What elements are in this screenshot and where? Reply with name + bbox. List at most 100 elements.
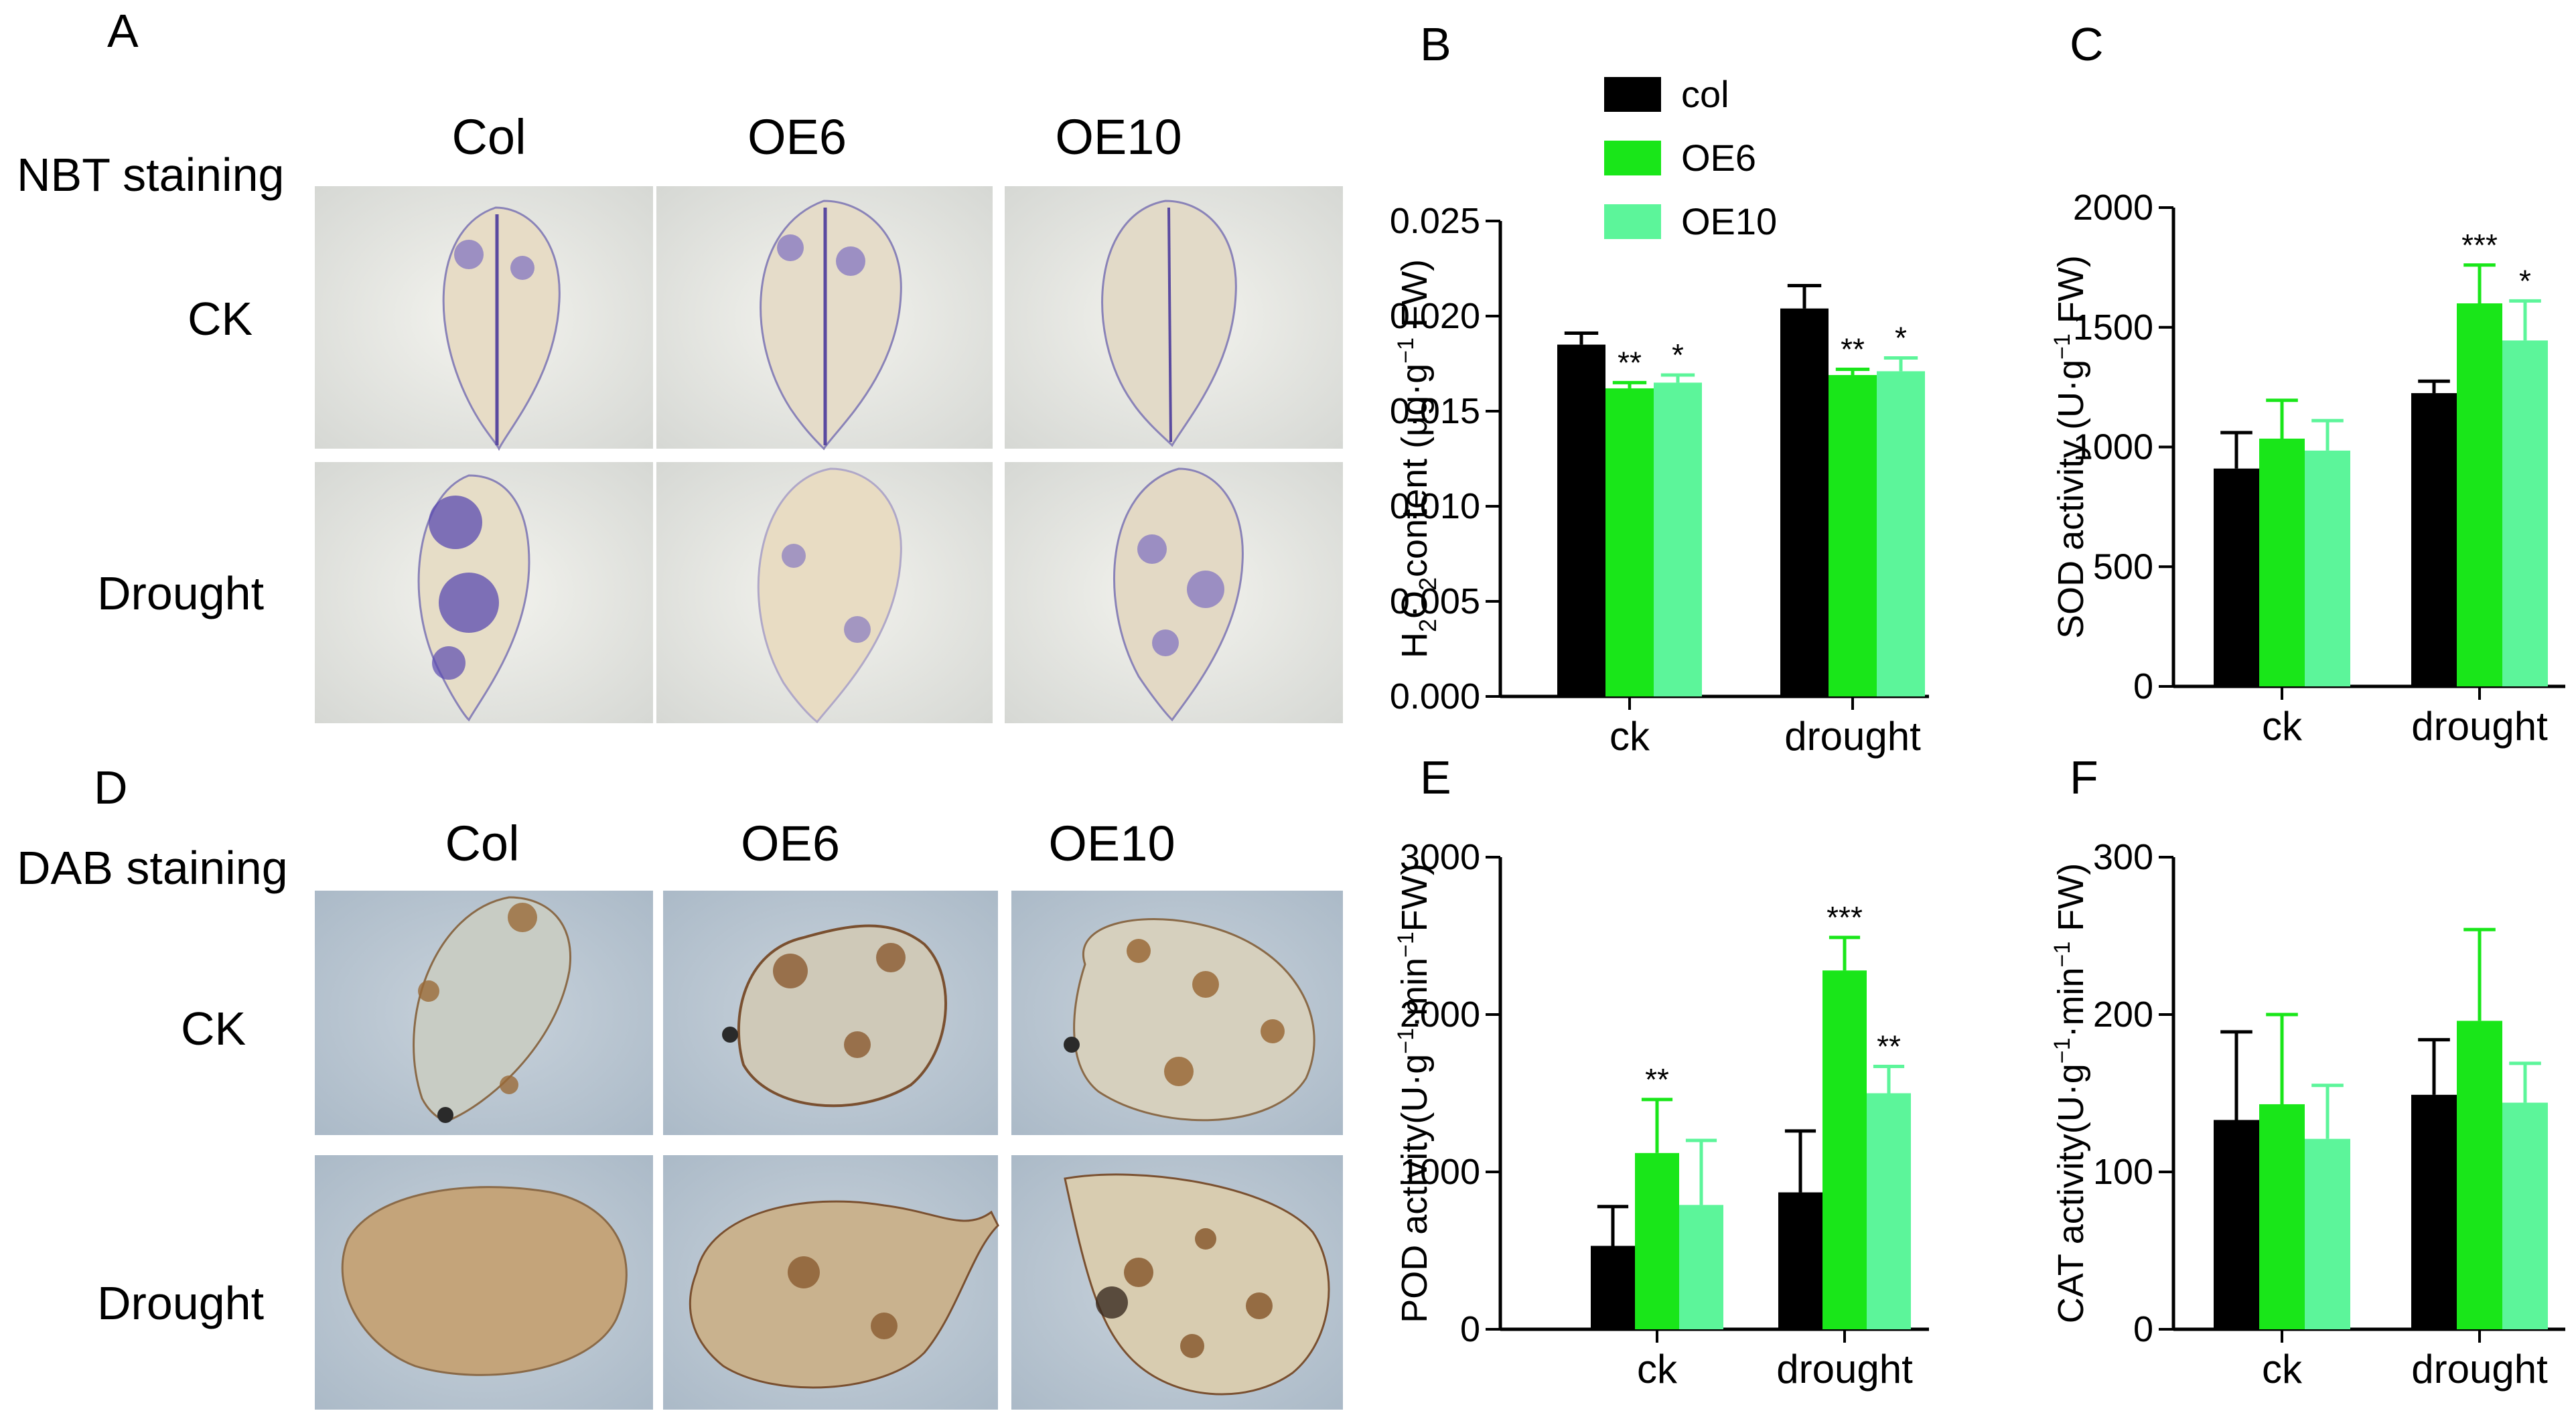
bar-col-drought	[1778, 1192, 1822, 1329]
chart-panel-b: B0.0000.0050.0100.0150.0200.025H2O2conte…	[1390, 18, 1929, 759]
significance-label: ***	[2461, 228, 2498, 263]
panel-d: D DAB staining Col OE6 OE10 CK Drought	[17, 761, 1343, 1410]
y-tick-label: 0.020	[1390, 296, 1480, 336]
y-title-sup: −1	[1393, 338, 1419, 364]
panel-letter-e: E	[1420, 751, 1451, 804]
x-category-label: ck	[2262, 1347, 2303, 1392]
bar-col-ck	[2214, 1120, 2259, 1329]
bar-oe10-drought	[1877, 371, 1925, 696]
bar-oe6-ck	[2259, 438, 2305, 686]
y-tick-label: 100	[2093, 1152, 2153, 1192]
y-title-part: FW)	[1394, 863, 1435, 931]
panel-a: A NBT staining Col OE6 OE10 CK Drought	[17, 5, 1343, 724]
significance-label: **	[1618, 345, 1642, 380]
y-title-sup: −1	[2050, 1037, 2075, 1063]
y-axis-title: POD activity(U·g−1·min−1FW)	[1393, 863, 1435, 1323]
legend: col OE6 OE10	[1604, 73, 1777, 242]
bar-oe10-drought	[1867, 1093, 1911, 1329]
nbt-image-oe10-drought	[1005, 462, 1343, 723]
dab-image-oe10-drought	[1011, 1155, 1343, 1410]
y-title-part: SOD activity (U·g	[2051, 360, 2091, 639]
x-category-label: drought	[1784, 714, 1921, 759]
legend-label-oe6: OE6	[1681, 137, 1756, 179]
y-tick-label: 0	[2133, 1309, 2153, 1349]
bar-col-ck	[1557, 344, 1605, 696]
y-tick-label: 200	[2093, 994, 2153, 1035]
significance-label: **	[1841, 332, 1865, 367]
y-title-sup: −1	[1393, 1028, 1419, 1054]
y-tick-label: 3000	[1400, 837, 1480, 877]
x-category-label: drought	[1776, 1347, 1913, 1392]
panel-letter-c: C	[2070, 18, 2104, 70]
nbt-image-oe6-drought	[656, 462, 993, 724]
y-title-part: POD activity(U·g	[1394, 1054, 1435, 1323]
nbt-image-oe10-ck	[1005, 186, 1343, 449]
y-tick-label: 2000	[1400, 994, 1480, 1035]
column-label-oe6: OE6	[741, 816, 840, 871]
y-title-part: FW)	[2051, 255, 2091, 333]
significance-label: *	[1895, 320, 1907, 355]
panel-letter-a: A	[107, 5, 139, 57]
significance-label: **	[1645, 1062, 1669, 1097]
column-label-col: Col	[451, 109, 526, 165]
staining-title-dab: DAB staining	[17, 842, 288, 894]
y-tick-label: 500	[2093, 546, 2153, 587]
dab-image-oe6-ck	[663, 891, 998, 1135]
y-tick-label: 0.005	[1390, 581, 1480, 621]
column-label-oe10: OE10	[1048, 816, 1175, 871]
dab-image-oe6-drought	[663, 1155, 999, 1410]
y-tick-label: 0.010	[1390, 486, 1480, 526]
y-tick-label: 0.015	[1390, 391, 1480, 431]
y-axis-title: CAT activity(U·g−1·min−1 FW)	[2050, 863, 2091, 1324]
x-category-label: ck	[1609, 714, 1650, 759]
y-title-part: H	[1394, 632, 1435, 658]
bar-oe6-drought	[1822, 970, 1867, 1329]
y-title-part: ·min	[2051, 967, 2091, 1037]
nbt-image-col-ck	[315, 186, 653, 451]
significance-label: *	[1672, 338, 1684, 372]
y-title-part: content (μg·g	[1394, 364, 1435, 577]
legend-swatch-col	[1604, 77, 1661, 112]
charts-layer: B0.0000.0050.0100.0150.0200.025H2O2conte…	[1390, 18, 2565, 1392]
row-label-ck: CK	[188, 293, 253, 345]
y-tick-label: 1000	[2073, 427, 2153, 467]
staining-title-nbt: NBT staining	[17, 149, 284, 201]
dab-image-oe10-ck	[1011, 891, 1343, 1135]
legend-label-oe10: OE10	[1681, 200, 1777, 242]
bar-oe6-drought	[1829, 375, 1877, 696]
legend-swatch-oe6	[1604, 141, 1661, 175]
significance-label: *	[2519, 263, 2531, 298]
nbt-image-oe6-ck	[656, 186, 993, 451]
panel-letter-f: F	[2070, 751, 2098, 804]
y-axis-title: H2O2content (μg·g−1 FW)	[1393, 259, 1441, 658]
bar-oe6-ck	[1635, 1152, 1679, 1329]
y-tick-label: 0	[1460, 1309, 1480, 1349]
column-label-oe6: OE6	[747, 109, 847, 165]
column-label-col: Col	[445, 816, 519, 871]
nbt-image-col-drought	[315, 462, 653, 723]
bar-oe10-drought	[2502, 340, 2548, 687]
bar-oe10-drought	[2502, 1102, 2548, 1329]
y-title-part: FW)	[1394, 259, 1435, 338]
y-title-sub: 2	[1414, 619, 1441, 632]
y-tick-label: 300	[2093, 837, 2153, 877]
bar-col-ck	[1591, 1246, 1635, 1329]
x-category-label: ck	[1637, 1347, 1678, 1392]
bar-col-drought	[1780, 308, 1829, 696]
bar-col-drought	[2411, 1094, 2457, 1329]
y-tick-label: 0.000	[1390, 676, 1480, 717]
y-title-sup: −1	[1393, 931, 1419, 958]
row-label-ck: CK	[181, 1002, 246, 1055]
legend-label-col: col	[1681, 73, 1729, 115]
panel-letter-d: D	[94, 761, 128, 814]
x-category-label: ck	[2262, 704, 2303, 749]
y-tick-label: 0	[2133, 666, 2153, 706]
y-title-part: O	[1394, 591, 1435, 619]
y-title-part: ·min	[1394, 958, 1435, 1028]
bar-oe10-ck	[2305, 1138, 2350, 1329]
bar-oe10-ck	[1679, 1205, 1723, 1329]
y-title-part: FW)	[2051, 863, 2091, 942]
y-title-sup: −1	[2050, 942, 2075, 968]
